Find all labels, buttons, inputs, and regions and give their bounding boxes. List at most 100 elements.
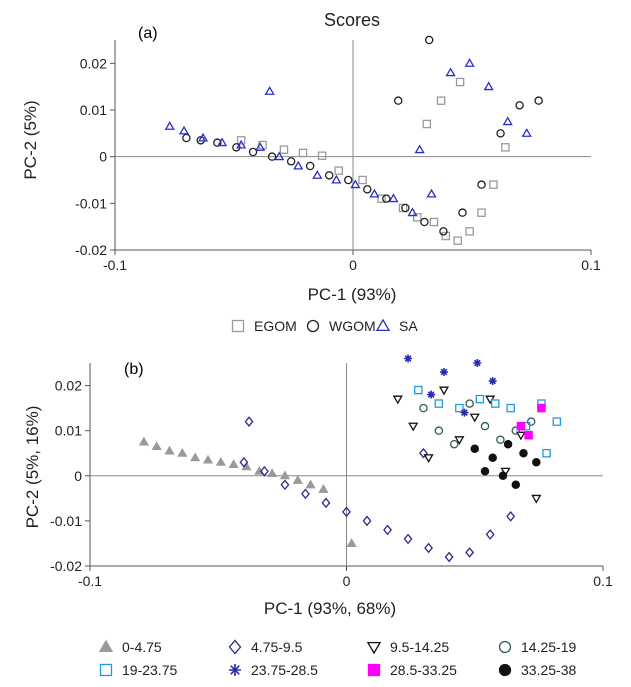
panel-a-point-sa bbox=[264, 86, 275, 95]
panel-b-point-33-25-38 bbox=[532, 457, 541, 467]
panel-a-xtick-label: 0.1 bbox=[581, 257, 601, 273]
panel-b-xtick-label: -0.1 bbox=[78, 573, 102, 589]
panel-a-point-egom bbox=[436, 96, 446, 105]
panel-b-point-14-25-19 bbox=[511, 426, 521, 435]
panel-b-series-4-75-9-5 bbox=[239, 416, 516, 563]
panel-b-ytick-label: 0.01 bbox=[55, 423, 82, 439]
panel-b-legend-label-14-25-19: 14.25-19 bbox=[521, 639, 576, 655]
panel-a-series-egom bbox=[236, 77, 510, 245]
panel-b-point-28-5-33-25 bbox=[516, 421, 526, 431]
panel-b-point-4-75-9-5 bbox=[321, 497, 331, 509]
panel-b-point-14-25-19 bbox=[480, 421, 490, 431]
panel-b-point-19-23-75 bbox=[542, 448, 551, 458]
panel-a-point-sa bbox=[255, 142, 266, 151]
panel-b-point-0-4-75 bbox=[151, 441, 162, 450]
panel-b-point-4-75-9-5 bbox=[465, 547, 475, 558]
panel-b-point-4-75-9-5 bbox=[383, 524, 392, 536]
panel-a-point-egom bbox=[398, 203, 408, 213]
panel-a-xtick-label: -0.1 bbox=[103, 257, 127, 273]
panel-a-series-sa bbox=[164, 58, 532, 217]
panel-a-point-wgom bbox=[305, 161, 315, 171]
panel-b-legend-label-0-4-75: 0-4.75 bbox=[122, 639, 162, 655]
panel-a-point-sa bbox=[502, 116, 513, 126]
panel-b-point-33-25-38 bbox=[498, 471, 508, 481]
panel-b-point-19-23-75 bbox=[491, 399, 500, 408]
panel-a-point-egom bbox=[477, 208, 486, 217]
panel-a-legend-label-wgom: WGOM bbox=[329, 318, 376, 334]
panel-b-point-0-4-75 bbox=[267, 468, 278, 478]
panel-a-point-wgom bbox=[477, 180, 486, 189]
panel-a-point-wgom bbox=[382, 194, 391, 203]
panel-b-point-23-75-28-5 bbox=[440, 368, 448, 376]
panel-b: (b) PC-1 (93%, 68%) PC-2 (5%, 16%) -0.1 0… bbox=[23, 354, 613, 678]
panel-b-legend-label-33-25-38: 33.25-38 bbox=[521, 662, 576, 678]
panel-b-point-14-25-19 bbox=[449, 439, 459, 449]
panel-b-legend-marker-19-23-75 bbox=[99, 663, 113, 677]
panel-b-legend-marker-9-5-14-25 bbox=[366, 641, 382, 655]
panel-b-point-9-5-14-25 bbox=[454, 436, 465, 445]
panel-b-legend-marker-4-75-9-5 bbox=[228, 639, 242, 655]
panel-b-point-33-25-38 bbox=[511, 480, 521, 490]
panel-b-point-33-25-38 bbox=[470, 444, 479, 453]
panel-b-legend-marker-23-75-28-5 bbox=[228, 663, 242, 677]
panel-b-point-23-75-28-5 bbox=[404, 354, 413, 363]
panel-b-ytick-label: 0 bbox=[74, 468, 82, 484]
panel-a-ytick-label: -0.02 bbox=[75, 242, 107, 258]
panel-a-point-wgom bbox=[515, 101, 524, 110]
panel-b-point-0-4-75 bbox=[228, 459, 239, 469]
panel-b-point-4-75-9-5 bbox=[444, 551, 454, 563]
panel-b-point-0-4-75 bbox=[164, 445, 175, 455]
panel-a-point-egom bbox=[334, 166, 343, 175]
panel-b-legend-marker-28-5-33-25 bbox=[367, 663, 381, 677]
panel-b-xtick-label: 0 bbox=[343, 573, 351, 589]
panel-a-point-sa bbox=[293, 160, 304, 170]
panel-a-point-wgom bbox=[213, 138, 222, 147]
panel-b-point-4-75-9-5 bbox=[506, 511, 516, 522]
panel-b-point-0-4-75 bbox=[202, 454, 214, 464]
panel-b-legend-label-19-23-75: 19-23.75 bbox=[122, 662, 177, 678]
panel-b-point-14-25-19 bbox=[496, 435, 505, 444]
panel-a-point-egom bbox=[501, 143, 510, 152]
panel-a-ytick-label: 0 bbox=[99, 149, 107, 165]
panel-b-legend: 0-4.75 4.75-9.5 9.5-14.25 14.25-19 19-23.75 2… bbox=[98, 639, 576, 678]
panel-b-point-33-25-38 bbox=[519, 448, 528, 458]
panel-b-point-4-75-9-5 bbox=[424, 542, 434, 554]
panel-a-point-wgom bbox=[393, 96, 403, 105]
panel-a-ytick-label: -0.01 bbox=[75, 195, 107, 211]
panel-a-point-sa bbox=[274, 151, 285, 161]
panel-b-ytick-label: 0.02 bbox=[55, 378, 82, 394]
panel-a-point-sa bbox=[178, 125, 190, 135]
panel-a-legend-label-sa: SA bbox=[399, 318, 418, 334]
panel-a-point-egom bbox=[236, 136, 246, 145]
panel-a-xtick-label: 0 bbox=[349, 257, 357, 273]
panel-a-legend-marker-sa bbox=[375, 318, 391, 332]
panel-b-xlabel: PC-1 (93%, 68%) bbox=[264, 599, 396, 618]
panel-a-plot-area: -0.1 0 0.1 -0.02 -0.01 0 0.01 0.02 bbox=[75, 35, 601, 273]
panel-a-point-wgom bbox=[248, 147, 258, 157]
panel-a-point-wgom bbox=[534, 96, 543, 105]
panel-b-point-19-23-75 bbox=[455, 403, 464, 413]
panel-b-point-23-75-28-5 bbox=[427, 390, 436, 399]
panel-b-xtick-label: 0.1 bbox=[593, 573, 613, 589]
panel-a-ytick-label: 0.01 bbox=[80, 102, 107, 118]
panel-b-point-9-5-14-25 bbox=[408, 422, 419, 432]
panel-b-point-23-75-28-5 bbox=[473, 359, 482, 367]
panel-b-series-33-25-38 bbox=[470, 439, 541, 490]
panel-a-point-sa bbox=[312, 170, 323, 179]
panel-a-point-egom bbox=[455, 77, 465, 87]
panel-a-point-wgom bbox=[420, 217, 429, 227]
panel-b-series-9-5-14-25 bbox=[392, 386, 542, 504]
panel-a-point-wgom bbox=[286, 157, 296, 166]
panel-b-ytick-label: -0.01 bbox=[50, 513, 82, 529]
panel-b-point-23-75-28-5 bbox=[460, 408, 469, 417]
panel-b-point-4-75-9-5 bbox=[280, 479, 290, 491]
panel-b-point-19-23-75 bbox=[414, 385, 423, 395]
panel-a-point-egom bbox=[441, 231, 451, 241]
panel-b-point-0-4-75 bbox=[279, 470, 291, 480]
panel-b-ylabel: PC-2 (5%, 16%) bbox=[23, 406, 42, 529]
panel-a-series-wgom bbox=[182, 35, 543, 236]
panel-b-legend-label-23-75-28-5: 23.75-28.5 bbox=[251, 662, 318, 678]
panel-a-point-wgom bbox=[182, 133, 191, 143]
panel-b-series-28-5-33-25 bbox=[516, 403, 546, 440]
